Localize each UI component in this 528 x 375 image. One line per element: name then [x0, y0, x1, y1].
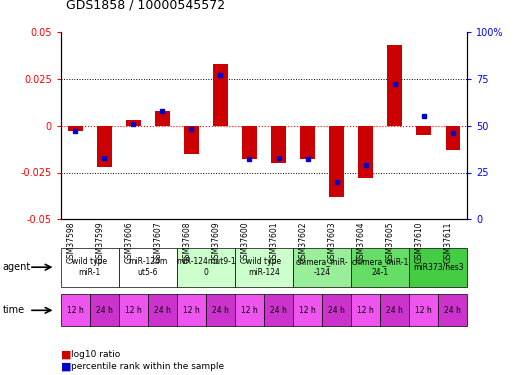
Text: log10 ratio: log10 ratio: [71, 350, 120, 359]
Text: GSM37611: GSM37611: [444, 221, 453, 262]
Bar: [271, 126, 286, 163]
Bar: [68, 126, 82, 131]
Text: 12 h: 12 h: [299, 306, 316, 315]
Text: GSM37598: GSM37598: [66, 221, 76, 263]
Bar: [97, 126, 111, 167]
Text: GSM37599: GSM37599: [95, 221, 105, 263]
Bar: [417, 126, 431, 135]
Text: GSM37603: GSM37603: [327, 221, 337, 263]
Text: 24 h: 24 h: [386, 306, 403, 315]
Text: 24 h: 24 h: [96, 306, 112, 315]
Text: miR373/hes3: miR373/hes3: [413, 263, 464, 272]
Text: GSM37607: GSM37607: [153, 221, 163, 263]
Text: chimera_miR-
-124: chimera_miR- -124: [296, 258, 348, 277]
Text: ■: ■: [61, 350, 71, 359]
Text: GSM37608: GSM37608: [182, 221, 192, 263]
Text: 12 h: 12 h: [183, 306, 200, 315]
Text: GSM37610: GSM37610: [414, 221, 423, 263]
Text: GSM37602: GSM37602: [298, 221, 307, 263]
Text: ■: ■: [61, 362, 71, 372]
Text: agent: agent: [3, 262, 31, 272]
Text: 12 h: 12 h: [67, 306, 83, 315]
Bar: [242, 126, 257, 159]
Text: GSM37606: GSM37606: [124, 221, 133, 263]
Bar: [300, 126, 315, 159]
Bar: [184, 126, 199, 154]
Bar: [213, 64, 228, 126]
Text: 12 h: 12 h: [416, 306, 432, 315]
Text: GSM37601: GSM37601: [269, 221, 279, 263]
Bar: [126, 120, 140, 126]
Text: chimera_miR-1
24-1: chimera_miR-1 24-1: [352, 258, 409, 277]
Text: 12 h: 12 h: [241, 306, 258, 315]
Text: 24 h: 24 h: [445, 306, 461, 315]
Text: miR-124mut9-1
0: miR-124mut9-1 0: [176, 258, 235, 277]
Bar: [446, 126, 460, 150]
Text: 24 h: 24 h: [270, 306, 287, 315]
Text: wild type
miR-124: wild type miR-124: [247, 258, 281, 277]
Text: 12 h: 12 h: [125, 306, 142, 315]
Text: 24 h: 24 h: [328, 306, 345, 315]
Bar: [388, 45, 402, 126]
Bar: [155, 111, 169, 126]
Text: wild type
miR-1: wild type miR-1: [72, 258, 107, 277]
Text: GSM37609: GSM37609: [211, 221, 221, 263]
Text: 24 h: 24 h: [154, 306, 171, 315]
Text: 24 h: 24 h: [212, 306, 229, 315]
Text: GSM37600: GSM37600: [240, 221, 249, 263]
Text: 12 h: 12 h: [357, 306, 374, 315]
Bar: [329, 126, 344, 197]
Text: GDS1858 / 10000545572: GDS1858 / 10000545572: [66, 0, 225, 11]
Text: miR-124m
ut5-6: miR-124m ut5-6: [128, 258, 167, 277]
Text: percentile rank within the sample: percentile rank within the sample: [71, 362, 224, 371]
Bar: [359, 126, 373, 178]
Text: GSM37604: GSM37604: [356, 221, 365, 263]
Text: time: time: [3, 305, 25, 315]
Text: GSM37605: GSM37605: [385, 221, 394, 263]
